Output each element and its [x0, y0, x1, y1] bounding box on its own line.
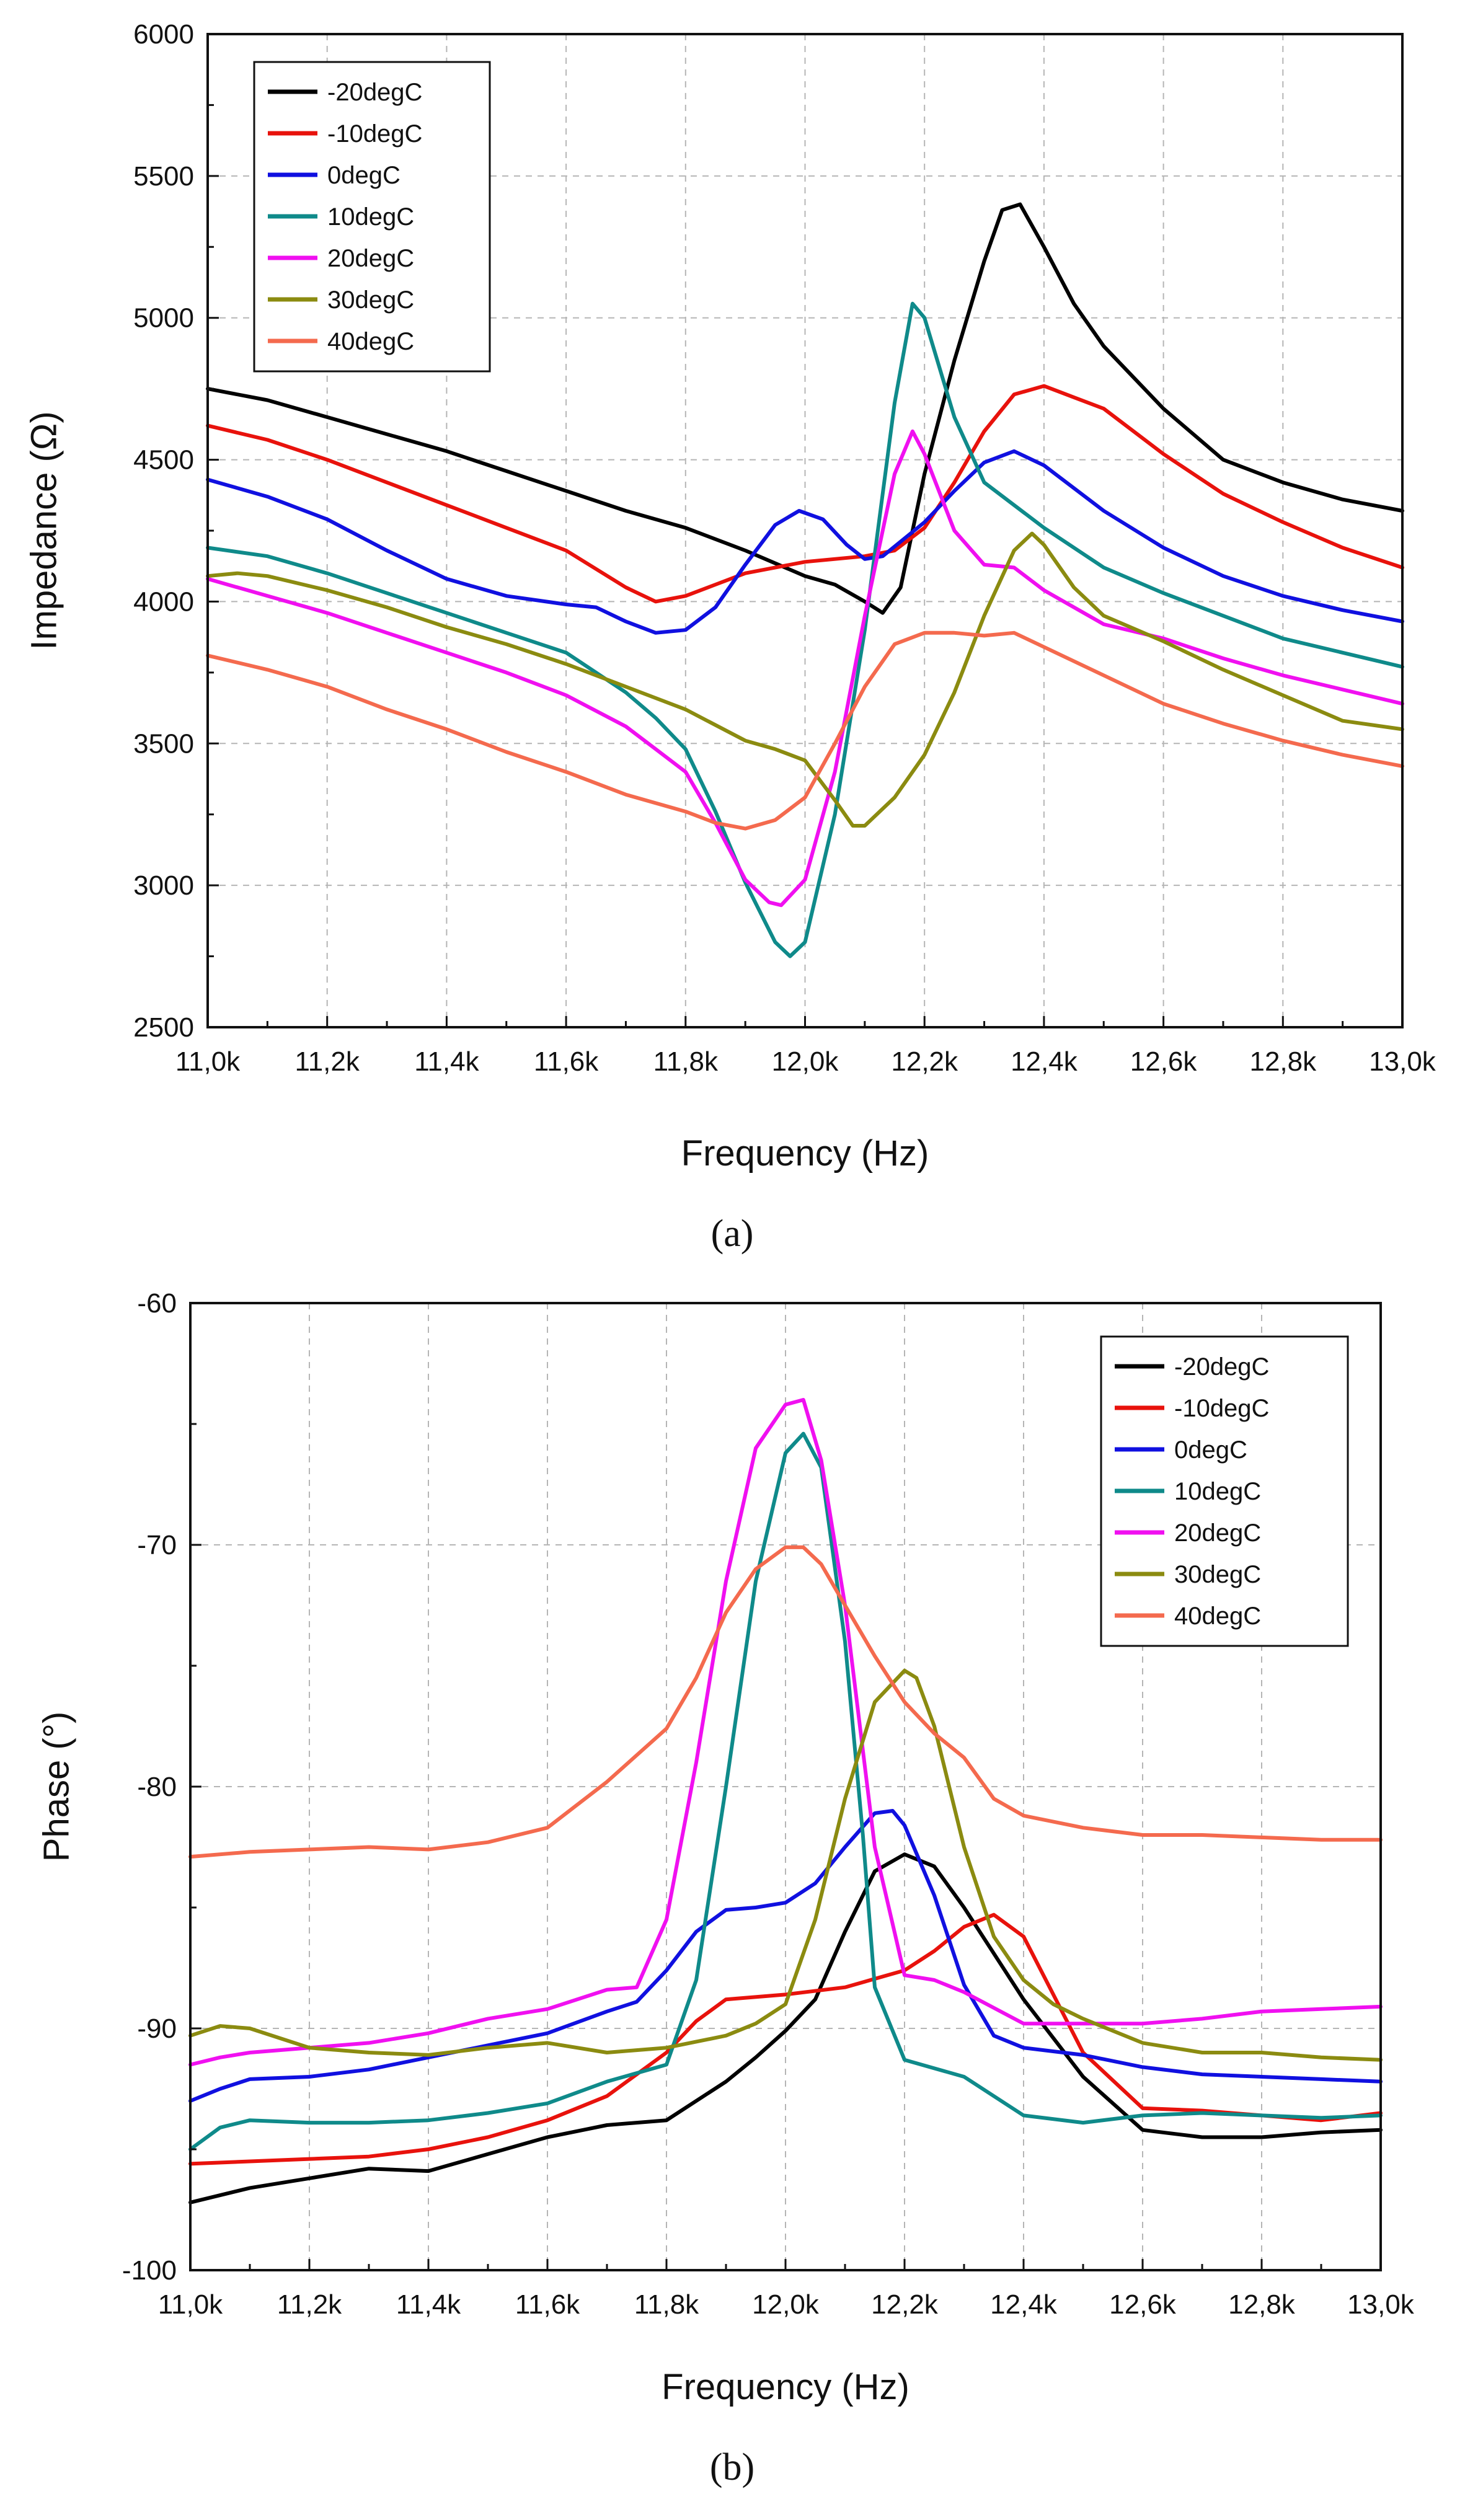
impedance-y-tick-label: 2500 — [133, 1012, 194, 1043]
phase-y-tick-label: -100 — [122, 2255, 177, 2286]
impedance-x-tick-label: 12,2k — [891, 1046, 958, 1077]
phase-x-tick-label: 11,2k — [277, 2289, 342, 2320]
impedance-chart: 11,0k 11,2k 11,4k 11,6k 11,8k 12,0k 12,2k 12,4k… — [24, 19, 1436, 1255]
impedance-x-ticks: 11,0k 11,2k 11,4k 11,6k 11,8k 12,0k 12,2k 12,4k… — [175, 1016, 1436, 1077]
impedance-x-tick-label: 11,6k — [534, 1046, 599, 1077]
panel-label-b: (b) — [710, 2446, 755, 2488]
impedance-series-10degc — [206, 384, 1404, 604]
impedance-x-tick-label: 11,2k — [295, 1046, 360, 1077]
impedance-legend-label: 40degC — [327, 328, 414, 355]
impedance-legend-label: 10degC — [327, 203, 414, 231]
phase-x-tick-label: 12,4k — [990, 2289, 1058, 2320]
impedance-y-tick-label: 3000 — [133, 870, 194, 901]
phase-y-tick-label: -80 — [137, 1772, 177, 1802]
phase-series-20degc — [188, 1852, 1383, 2204]
impedance-series-30degc — [206, 531, 1404, 828]
phase-x-tick-label: 12,6k — [1109, 2289, 1177, 2320]
impedance-series-10degc — [206, 301, 1404, 958]
phase-x-tick-label: 11,8k — [634, 2289, 699, 2320]
phase-x-ticks: 11,0k 11,2k 11,4k 11,6k 11,8k 12,0k 12,2k 12,4k… — [158, 2259, 1415, 2320]
phase-legend-label: 0degC — [1174, 1436, 1247, 1464]
impedance-grid — [208, 34, 1402, 1027]
phase-x-tick-label: 11,6k — [515, 2289, 580, 2320]
phase-legend-label: 10degC — [1174, 1478, 1261, 1505]
phase-series-10degc — [188, 1431, 1383, 2151]
phase-series-40degc — [188, 1545, 1383, 1859]
phase-legend-label: 40degC — [1174, 1603, 1261, 1630]
impedance-x-tick-label: 12,8k — [1249, 1046, 1317, 1077]
impedance-series-0degc — [206, 449, 1404, 635]
phase-legend-label: 20degC — [1174, 1519, 1261, 1547]
impedance-x-tick-label: 12,0k — [772, 1046, 839, 1077]
impedance-x-tick-label: 11,0k — [175, 1046, 241, 1077]
phase-x-tick-label: 11,4k — [396, 2289, 461, 2320]
impedance-series-40degc — [206, 630, 1404, 831]
impedance-y-axis-title: Impedance (Ω) — [24, 411, 64, 650]
impedance-x-axis-title: Frequency (Hz) — [681, 1133, 929, 1174]
impedance-x-tick-label: 13,0k — [1369, 1046, 1436, 1077]
phase-series-0degc — [188, 1809, 1383, 2103]
impedance-y-tick-label: 4000 — [133, 586, 194, 617]
phase-series-10degc — [188, 1912, 1383, 2166]
phase-x-tick-label: 11,0k — [158, 2289, 223, 2320]
phase-legend-label: 30degC — [1174, 1561, 1261, 1588]
phase-legend-label: -20degC — [1174, 1353, 1269, 1381]
impedance-y-tick-label: 3500 — [133, 728, 194, 759]
impedance-series-20degc — [206, 429, 1404, 908]
impedance-legend-label: 30degC — [327, 286, 414, 314]
impedance-y-tick-label: 6000 — [133, 19, 194, 50]
impedance-legend-label: -20degC — [327, 79, 422, 106]
phase-y-tick-label: -90 — [137, 2014, 177, 2044]
impedance-legend-label: 0degC — [327, 162, 401, 189]
impedance-series-20degc — [206, 202, 1404, 615]
phase-series-20degc — [188, 1398, 1383, 2067]
phase-legend-label: -10degC — [1174, 1395, 1269, 1422]
phase-y-axis-title: Phase (°) — [36, 1712, 76, 1862]
impedance-legend-label: -10degC — [327, 120, 422, 148]
phase-chart: 11,0k 11,2k 11,4k 11,6k 11,8k 12,0k 12,2k 12,4k… — [36, 1288, 1414, 2488]
phase-x-tick-label: 12,0k — [752, 2289, 820, 2320]
phase-series-lines — [188, 1398, 1383, 2204]
impedance-x-tick-label: 11,8k — [653, 1046, 719, 1077]
impedance-x-tick-label: 11,4k — [414, 1046, 479, 1077]
phase-x-tick-label: 12,8k — [1228, 2289, 1296, 2320]
impedance-legend-label: 20degC — [327, 245, 414, 272]
impedance-legend: -20degC -10degC 0degC 10degC 20degC 30degC 40d… — [253, 61, 491, 373]
impedance-x-tick-label: 12,6k — [1130, 1046, 1198, 1077]
phase-x-tick-label: 13,0k — [1347, 2289, 1415, 2320]
impedance-y-tick-label: 5500 — [133, 161, 194, 192]
phase-x-axis-title: Frequency (Hz) — [662, 2367, 910, 2407]
phase-y-tick-label: -70 — [137, 1530, 177, 1560]
impedance-y-tick-label: 5000 — [133, 303, 194, 334]
panel-label-a: (a) — [711, 1213, 754, 1255]
impedance-series-lines — [206, 202, 1404, 958]
phase-y-tick-label: -60 — [137, 1288, 177, 1319]
phase-y-ticks: -100 -90 -80 -70 -60 — [122, 1288, 201, 2286]
impedance-x-tick-label: 12,4k — [1011, 1046, 1078, 1077]
phase-legend: -20degC -10degC 0degC 10degC 20degC 30degC 40d… — [1100, 1335, 1349, 1647]
phase-series-30degc — [188, 1668, 1383, 2062]
impedance-y-tick-label: 4500 — [133, 445, 194, 475]
phase-x-tick-label: 12,2k — [871, 2289, 939, 2320]
impedance-y-ticks: 2500 3000 3500 4000 4500 5000 5500 6000 — [133, 19, 219, 1043]
